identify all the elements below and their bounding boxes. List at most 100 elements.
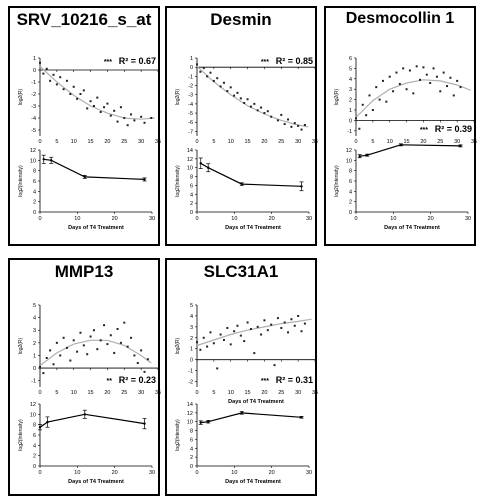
x-tick-label: 30: [138, 390, 144, 396]
data-point: [392, 90, 395, 93]
data-point: [79, 331, 82, 334]
y-tick-label: 2: [349, 98, 352, 104]
x-axis-label: Days of T4 Treatment: [384, 225, 440, 231]
data-point: [375, 86, 378, 89]
significance-label: ***: [261, 378, 269, 385]
y-tick-label: 0: [33, 366, 36, 372]
x-tick-label: 25: [121, 139, 127, 145]
y-tick-label: 4: [349, 189, 352, 195]
x-tick-label: 20: [428, 216, 434, 222]
line-point: [143, 178, 146, 181]
data-point: [92, 329, 95, 332]
data-point: [280, 113, 283, 116]
data-point: [126, 124, 129, 127]
x-tick-label: 35: [155, 390, 161, 396]
r-squared-label: R² = 0.23: [119, 375, 156, 385]
data-point: [62, 336, 65, 339]
y-tick-label: 2: [349, 200, 352, 206]
data-point: [116, 120, 119, 123]
data-point: [388, 75, 391, 78]
data-point: [449, 76, 452, 79]
data-point: [425, 73, 428, 76]
data-point: [412, 92, 415, 95]
y-axis-label: log2(Intensity): [18, 419, 24, 451]
y-tick-label: 1: [33, 56, 36, 62]
y-tick-label: 8: [190, 429, 193, 435]
x-tick-label: 5: [55, 139, 58, 145]
y-tick-label: 2: [190, 336, 193, 342]
y-tick-label: 6: [33, 179, 36, 185]
data-point: [212, 342, 215, 345]
significance-label: ***: [104, 59, 112, 66]
x-tick-label: 10: [231, 470, 237, 476]
x-axis-label: Days of T4 Treatment: [225, 225, 281, 231]
trend-curve: [196, 318, 312, 347]
data-point: [133, 354, 136, 357]
data-point: [99, 339, 102, 342]
x-tick-label: 30: [306, 470, 312, 476]
gene-title: Desmin: [210, 10, 272, 29]
r-squared-label: R² = 0.85: [276, 56, 313, 66]
y-tick-label: 0: [190, 464, 193, 470]
y-tick-label: 1: [349, 108, 352, 114]
panel-srv-10216: SRV_10216_s_at: [8, 6, 160, 246]
x-tick-label: 0: [38, 390, 41, 396]
y-tick-label: 12: [187, 411, 193, 417]
data-point: [45, 67, 48, 70]
data-point: [109, 334, 112, 337]
data-point: [290, 318, 293, 321]
data-point: [130, 113, 133, 116]
data-point: [196, 341, 198, 344]
y-axis-label: log2(Intensity): [18, 165, 24, 197]
data-point: [59, 76, 62, 79]
x-tick-label: 10: [231, 216, 237, 222]
y-tick-label: -2: [31, 92, 36, 98]
data-point: [422, 66, 425, 69]
x-tick-label: 25: [278, 139, 284, 145]
data-point: [432, 67, 435, 70]
y-tick-label: 4: [349, 77, 352, 83]
x-tick-label: 30: [465, 216, 471, 222]
y-tick-label: 0: [33, 464, 36, 470]
data-point: [371, 109, 374, 111]
x-tick-label: 30: [306, 216, 312, 222]
data-point: [89, 335, 92, 338]
y-axis-label: log2(R): [175, 88, 181, 105]
gene-title: SLC31A1: [203, 262, 279, 281]
data-point: [45, 356, 48, 359]
data-point: [429, 81, 432, 84]
data-point: [276, 317, 279, 320]
data-point: [119, 341, 122, 344]
y-tick-label: 3: [349, 87, 352, 93]
x-tick-label: 30: [295, 390, 301, 396]
y-tick-label: -1: [188, 74, 193, 80]
y-tick-label: 8: [190, 175, 193, 181]
data-point: [202, 336, 205, 339]
data-point: [69, 93, 72, 95]
trend-curve: [39, 65, 155, 120]
x-tick-label: 10: [390, 216, 396, 222]
y-tick-label: 10: [30, 158, 36, 164]
data-point: [143, 121, 146, 124]
y-tick-label: -3: [31, 104, 36, 110]
y-tick-label: 6: [33, 433, 36, 439]
y-tick-label: 1: [190, 56, 193, 62]
data-point: [150, 117, 153, 119]
data-point: [109, 114, 112, 117]
y-tick-label: 4: [33, 443, 36, 449]
y-tick-label: 4: [190, 446, 193, 452]
y-tick-label: -3: [188, 93, 193, 99]
data-point: [199, 70, 202, 73]
line-point: [83, 175, 87, 179]
x-tick-label: 5: [371, 139, 374, 145]
y-axis-label: log2(Intensity): [334, 165, 340, 197]
data-point: [253, 352, 256, 355]
data-point: [398, 83, 401, 85]
data-point: [358, 127, 361, 130]
x-tick-label: 0: [195, 139, 198, 145]
data-point: [266, 110, 269, 113]
x-tick-label: 30: [295, 139, 301, 145]
data-point: [293, 324, 296, 327]
line-point: [358, 155, 361, 158]
